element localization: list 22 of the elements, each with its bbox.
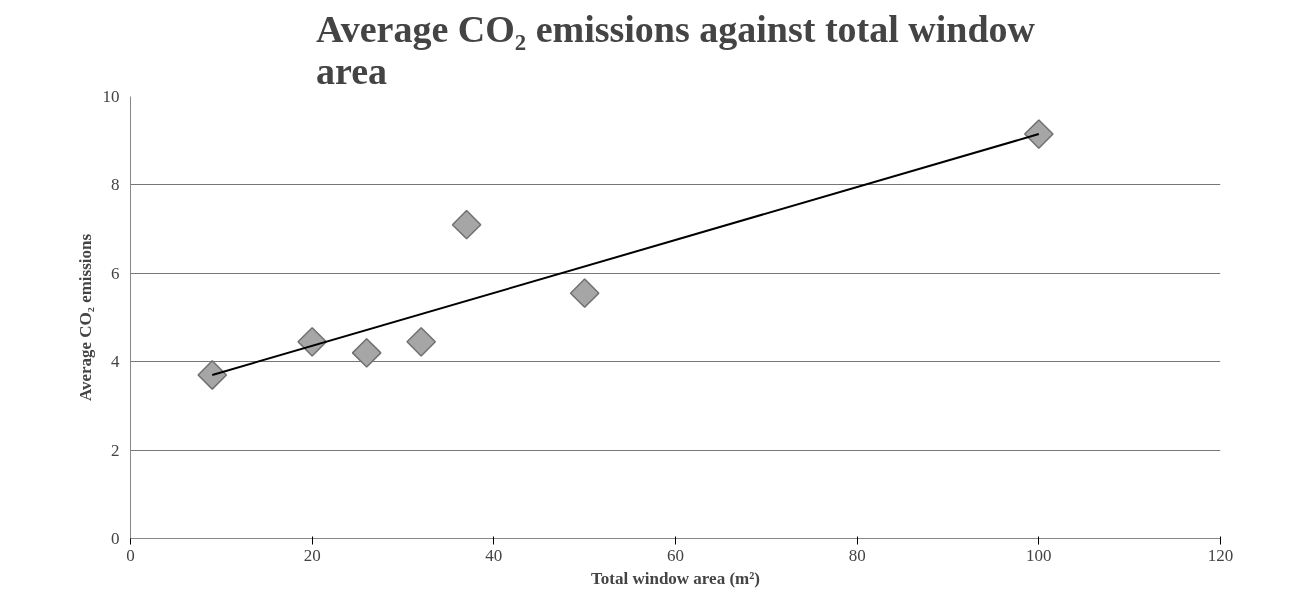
chart-title: Average CO₂ emissions against total window area xyxy=(316,7,1036,92)
y-tick-label: 4 xyxy=(111,352,120,372)
x-tick-label: 0 xyxy=(126,545,135,565)
y-tick-label: 2 xyxy=(111,440,120,460)
x-tick-label: 120 xyxy=(1207,545,1234,565)
x-tick-label: 100 xyxy=(1026,545,1052,565)
x-tick-label: 40 xyxy=(485,545,503,565)
x-tick-label: 60 xyxy=(667,545,684,565)
point xyxy=(569,278,600,309)
y-axis-title: Average CO₂ emissions xyxy=(75,233,95,402)
point xyxy=(451,209,482,240)
y-tick-label: 6 xyxy=(111,263,120,283)
y-tick-label: 8 xyxy=(111,175,120,195)
x-tick-label: 80 xyxy=(848,545,866,565)
y-tick-label: 0 xyxy=(111,529,120,548)
x-tick-label: 20 xyxy=(303,545,321,565)
point xyxy=(1023,119,1054,149)
y-tick-label: 10 xyxy=(102,87,120,106)
point xyxy=(351,337,382,368)
point xyxy=(197,360,228,390)
point xyxy=(406,326,437,357)
x-axis-title: Total window area (m²) xyxy=(591,568,760,588)
